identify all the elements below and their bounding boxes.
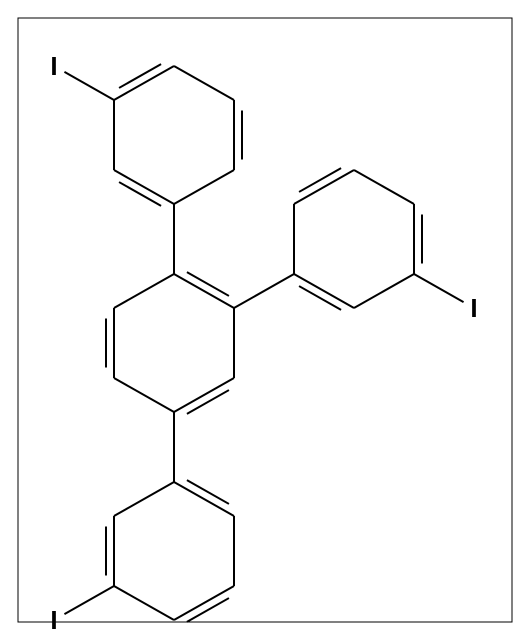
bond-line (354, 274, 414, 308)
atom-label-i: I (50, 605, 57, 635)
bond-line (174, 66, 234, 100)
bond-line (174, 378, 234, 412)
bond-line (294, 274, 354, 308)
bond-line (174, 274, 234, 308)
bond-line (234, 274, 294, 308)
bond-line (294, 170, 354, 204)
bond-line (114, 482, 174, 516)
bond-line (114, 66, 174, 100)
diagram-frame (18, 18, 512, 622)
bond-line (354, 170, 414, 204)
bond-line (414, 274, 464, 302)
bond-line (114, 378, 174, 412)
atom-label-i: I (470, 293, 477, 323)
bond-line (64, 72, 114, 100)
bond-line (64, 586, 114, 614)
bond-line (174, 586, 234, 620)
bond-line (114, 274, 174, 308)
bond-line (114, 586, 174, 620)
atom-label-i: I (50, 51, 57, 81)
bond-line (174, 482, 234, 516)
bond-line (174, 170, 234, 204)
molecule-diagram: I I I (0, 0, 530, 640)
bond-layer (64, 64, 463, 622)
bond-line (114, 170, 174, 204)
